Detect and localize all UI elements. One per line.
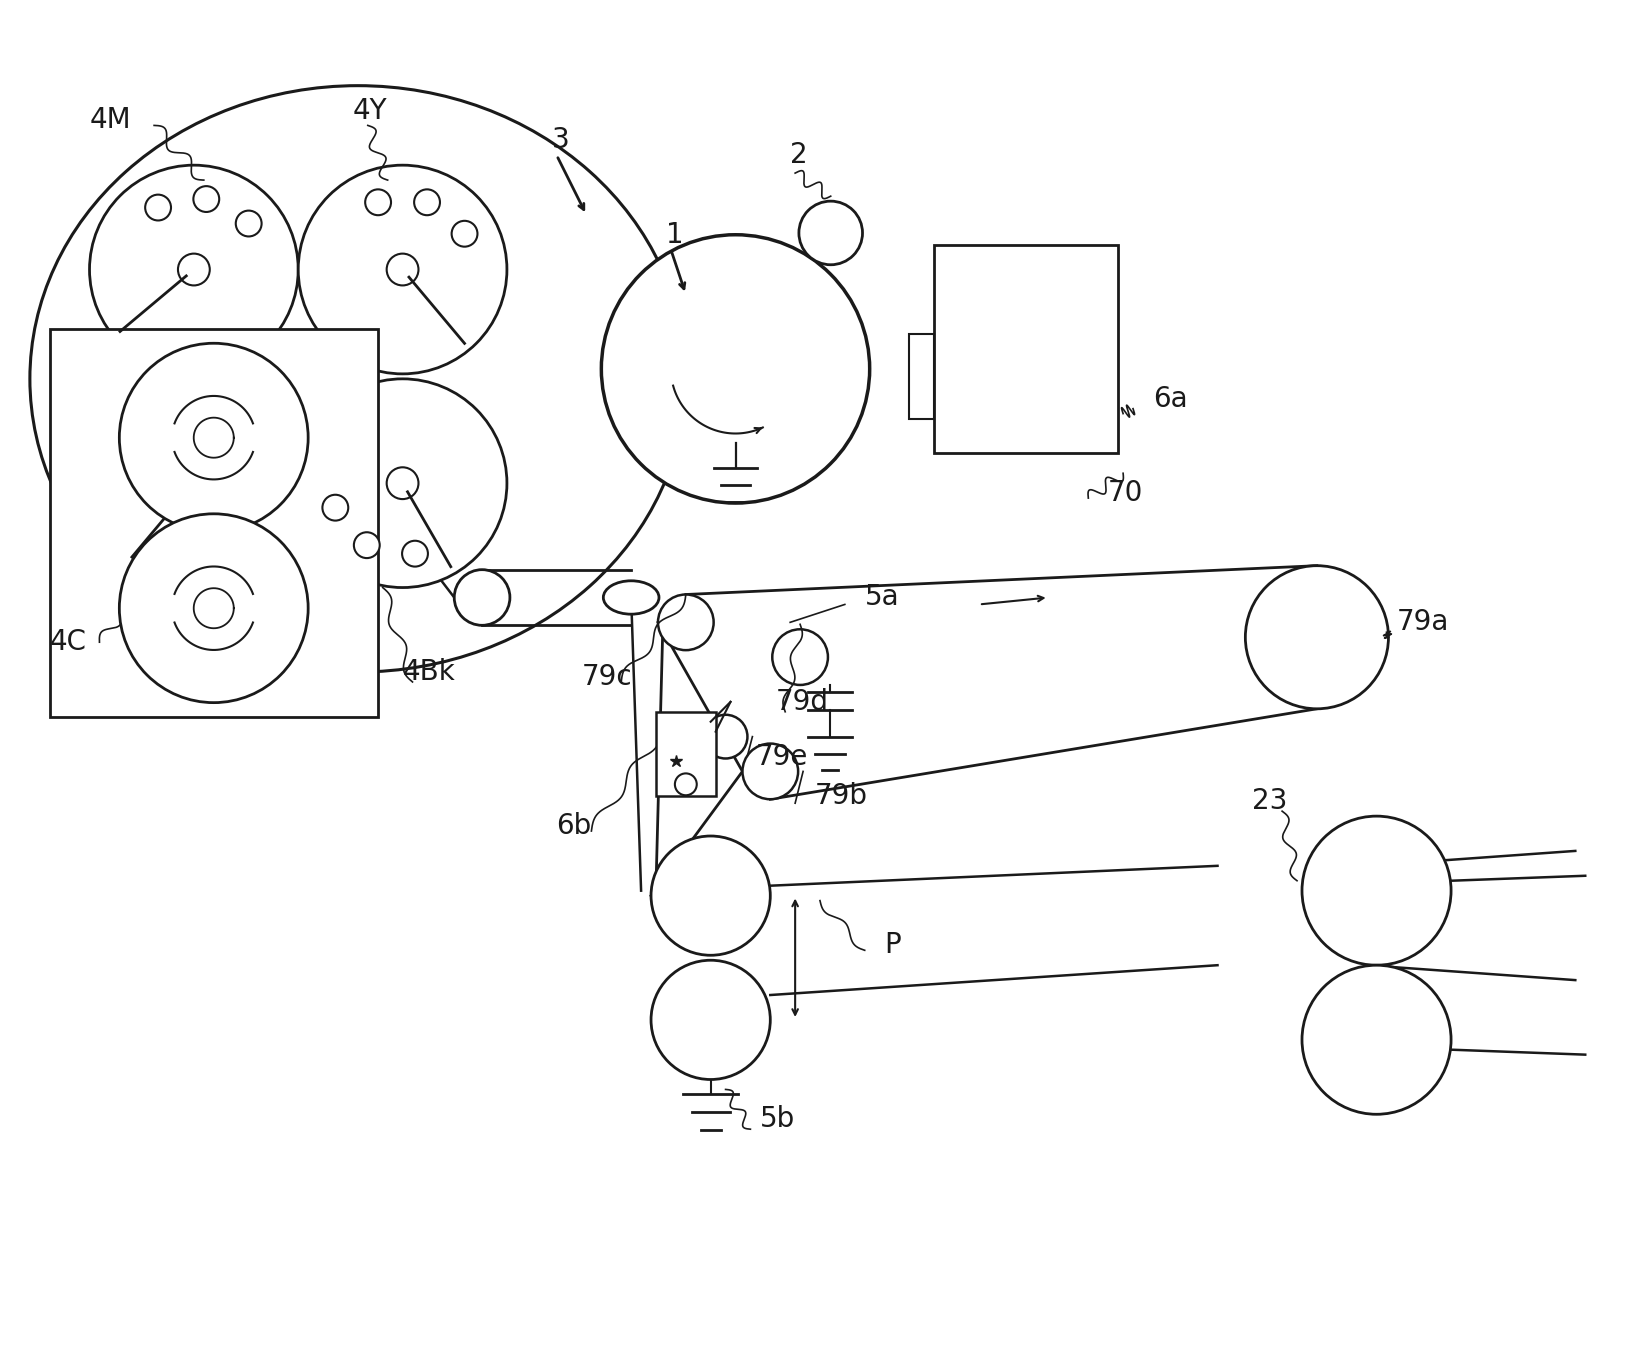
- Text: 50: 50: [178, 365, 214, 393]
- Circle shape: [657, 595, 713, 650]
- Text: 23: 23: [1252, 787, 1288, 815]
- Circle shape: [414, 189, 440, 215]
- Circle shape: [90, 165, 298, 375]
- Circle shape: [386, 254, 419, 285]
- Circle shape: [146, 195, 172, 220]
- Circle shape: [703, 715, 747, 758]
- Circle shape: [651, 836, 770, 956]
- Text: 79e: 79e: [755, 742, 808, 771]
- Circle shape: [1301, 965, 1452, 1114]
- Ellipse shape: [603, 581, 659, 614]
- Text: 79d: 79d: [775, 688, 829, 715]
- Text: 1: 1: [665, 220, 683, 249]
- Circle shape: [651, 960, 770, 1079]
- Circle shape: [602, 235, 870, 503]
- Bar: [934, 245, 1118, 453]
- Circle shape: [742, 744, 798, 799]
- Text: 6a: 6a: [1153, 385, 1187, 412]
- Circle shape: [298, 165, 507, 375]
- Text: 5a: 5a: [865, 584, 899, 611]
- Circle shape: [451, 220, 477, 246]
- Text: 5b: 5b: [760, 1105, 796, 1133]
- Ellipse shape: [29, 85, 685, 672]
- Circle shape: [365, 189, 391, 215]
- Circle shape: [1246, 565, 1388, 708]
- Circle shape: [90, 379, 298, 588]
- Circle shape: [193, 187, 219, 212]
- Text: 2: 2: [790, 141, 808, 169]
- Circle shape: [1301, 817, 1452, 965]
- Circle shape: [353, 533, 379, 558]
- Circle shape: [298, 379, 507, 588]
- Text: 79a: 79a: [1396, 608, 1449, 637]
- Text: 70: 70: [1109, 479, 1143, 507]
- Text: 79b: 79b: [814, 783, 868, 810]
- Text: 3: 3: [551, 126, 569, 154]
- Bar: [656, 711, 716, 796]
- Circle shape: [119, 343, 307, 533]
- Text: 6b: 6b: [556, 813, 592, 840]
- Circle shape: [235, 211, 262, 237]
- Bar: [909, 334, 934, 419]
- Text: 4Y: 4Y: [353, 96, 387, 124]
- Circle shape: [322, 495, 348, 521]
- Ellipse shape: [455, 569, 510, 626]
- Text: P: P: [885, 932, 901, 960]
- Circle shape: [178, 468, 209, 499]
- Circle shape: [402, 541, 428, 566]
- Text: 4C: 4C: [49, 629, 87, 656]
- Circle shape: [227, 415, 253, 441]
- Text: 4Bk: 4Bk: [402, 658, 455, 685]
- Circle shape: [136, 415, 160, 441]
- Circle shape: [800, 201, 863, 265]
- Circle shape: [772, 629, 827, 685]
- Circle shape: [178, 254, 209, 285]
- Circle shape: [386, 468, 419, 499]
- Circle shape: [119, 514, 307, 703]
- Circle shape: [181, 399, 206, 425]
- Bar: [49, 329, 378, 717]
- Text: 79c: 79c: [582, 662, 633, 691]
- Text: 4M: 4M: [90, 107, 131, 134]
- Circle shape: [675, 773, 697, 795]
